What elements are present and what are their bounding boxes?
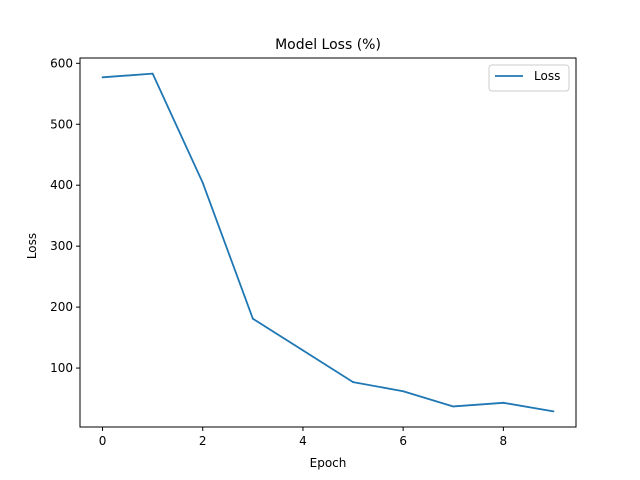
legend-label-loss: Loss	[534, 69, 560, 83]
data-point	[101, 76, 104, 79]
legend: Loss	[488, 64, 570, 92]
legend-box	[488, 64, 570, 92]
plot-area	[79, 57, 577, 428]
x-axis-label: Epoch	[310, 456, 347, 470]
x-tick-label: 0	[99, 434, 107, 448]
plot-frame	[79, 57, 577, 428]
data-point	[151, 72, 154, 75]
y-tick-label: 200	[50, 300, 73, 314]
y-tick-label: 500	[50, 117, 73, 131]
y-tick-label: 300	[50, 239, 73, 253]
chart-title: Model Loss (%)	[275, 37, 381, 53]
series-line-loss	[102, 72, 554, 413]
x-axis: 0 2 4 6 8	[99, 427, 507, 448]
data-point	[552, 410, 555, 413]
y-tick-label: 600	[50, 56, 73, 70]
y-tick-label: 100	[50, 361, 73, 375]
data-point	[402, 390, 405, 393]
x-tick-label: 8	[500, 434, 508, 448]
x-tick-label: 4	[299, 434, 307, 448]
data-point	[452, 405, 455, 408]
y-tick-label: 400	[50, 178, 73, 192]
data-point	[201, 181, 204, 184]
data-point	[502, 401, 505, 404]
x-tick-label: 2	[199, 434, 207, 448]
x-tick-label: 6	[399, 434, 407, 448]
y-axis: 100 200 300 400 500 600	[50, 56, 80, 375]
y-axis-label: Loss	[25, 233, 39, 259]
series-layer	[101, 72, 555, 413]
data-point	[251, 317, 254, 320]
data-point	[352, 381, 354, 383]
data-point	[302, 349, 304, 352]
